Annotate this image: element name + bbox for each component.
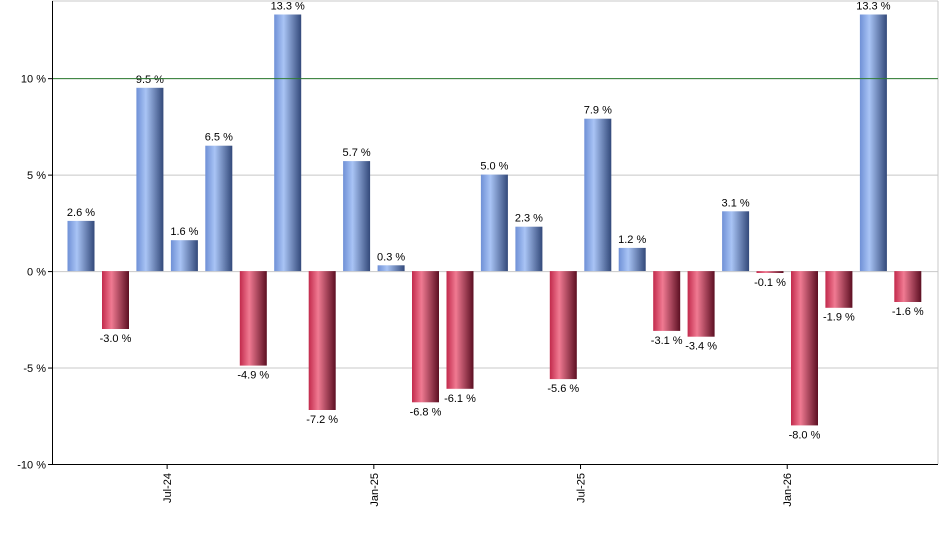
data-label: 6.5 % (205, 132, 233, 144)
data-label: -1.6 % (892, 306, 924, 318)
bar-positive (343, 161, 371, 272)
y-tick-label: 5 % (27, 170, 46, 182)
data-label: 1.6 % (170, 226, 198, 238)
data-label: -6.8 % (410, 406, 442, 418)
x-tick-label: Jul-25 (576, 473, 588, 503)
bar-negative (894, 271, 922, 302)
y-tick-label: -10 % (17, 460, 46, 472)
data-label: -6.1 % (444, 393, 476, 405)
data-label: -4.9 % (237, 370, 269, 382)
data-label: -3.0 % (100, 333, 132, 345)
y-tick-label: 0 % (27, 267, 46, 279)
data-label: 13.3 % (856, 1, 890, 13)
data-label: -1.9 % (823, 312, 855, 324)
data-label: -3.1 % (651, 335, 683, 347)
data-label: 9.5 % (136, 74, 164, 86)
bar-positive (205, 145, 233, 272)
axes: -10 % -5 % 0 % 5 % 10 % Jul-24 Jan-25 Jul-25 Jan… (17, 1, 938, 507)
bars (67, 14, 922, 426)
data-label: 2.3 % (515, 213, 543, 225)
bar-negative (102, 271, 129, 329)
bar-negative (239, 271, 267, 366)
bar-negative (446, 271, 474, 389)
bar-positive (584, 118, 612, 272)
x-tick-label: Jan-25 (369, 473, 381, 507)
x-tick-label: Jan-26 (782, 473, 794, 507)
bar-negative (791, 271, 818, 426)
bar-positive (515, 226, 543, 272)
bar-positive (722, 211, 750, 272)
bar-positive (67, 220, 95, 272)
data-label: 13.3 % (271, 1, 305, 13)
bar-positive (136, 87, 164, 272)
data-label: 7.9 % (584, 105, 612, 117)
data-label: 3.1 % (722, 197, 750, 209)
bar-negative (825, 271, 853, 308)
data-label: 2.6 % (67, 207, 95, 219)
data-label: 5.0 % (480, 161, 508, 173)
bar-negative (756, 271, 784, 273)
bar-positive (170, 240, 198, 272)
bar-positive (618, 247, 646, 271)
bar-positive (274, 14, 302, 272)
bar-positive (480, 174, 508, 272)
data-label: 0.3 % (377, 251, 405, 263)
bar-positive (859, 14, 887, 272)
data-label: -3.4 % (685, 341, 717, 353)
data-label: -5.6 % (547, 383, 579, 395)
bar-positive (377, 265, 405, 272)
data-label: -7.2 % (306, 414, 338, 426)
data-label: 5.7 % (343, 147, 371, 159)
data-label: 1.2 % (618, 234, 646, 246)
data-labels: 2.6 % -3.0 % 9.5 % 1.6 % 6.5 % -4.9 % 13.3 % -7… (67, 1, 924, 442)
y-tick-label: -5 % (23, 363, 46, 375)
data-label: -8.0 % (789, 429, 821, 441)
bar-negative (308, 271, 336, 410)
bar-negative (687, 271, 715, 337)
x-tick-label: Jul-24 (162, 473, 174, 503)
bar-negative (412, 271, 439, 403)
bar-negative (653, 271, 681, 331)
data-label: -0.1 % (754, 277, 786, 289)
bar-negative (549, 271, 577, 380)
y-tick-label: 10 % (21, 74, 46, 86)
